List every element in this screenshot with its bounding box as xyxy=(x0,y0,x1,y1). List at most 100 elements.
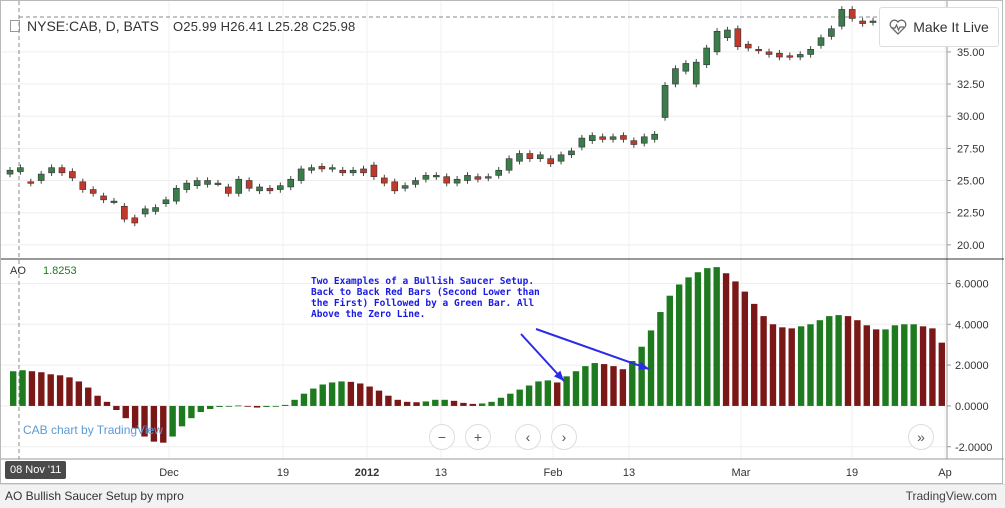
chart-settings-icon[interactable] xyxy=(10,20,20,32)
candle-body xyxy=(557,154,565,162)
ao-bar xyxy=(629,361,636,406)
ao-bar xyxy=(460,402,467,406)
ao-bar xyxy=(413,402,420,406)
ao-bar xyxy=(741,291,749,406)
candle-body xyxy=(256,186,263,192)
candle-body xyxy=(526,153,534,159)
candle-body xyxy=(152,207,159,212)
ao-bar xyxy=(544,380,552,406)
candle-body xyxy=(630,140,638,145)
ao-bar xyxy=(282,404,289,406)
chevron-left-icon: ‹ xyxy=(525,429,531,445)
candle-body xyxy=(848,9,856,19)
ao-bar xyxy=(479,403,486,406)
candle-body xyxy=(110,200,118,203)
candle-body xyxy=(131,217,139,224)
candle-body xyxy=(318,166,326,170)
price-tick-label: 27.50 xyxy=(957,143,985,155)
candle-body xyxy=(349,169,357,174)
ao-bar xyxy=(497,397,505,406)
price-tick-label: 22.50 xyxy=(957,208,985,220)
candle-body xyxy=(776,52,783,58)
candle-body xyxy=(173,187,180,202)
tradingview-link[interactable]: TradingView.com xyxy=(905,489,997,503)
ao-bar xyxy=(310,388,317,406)
ao-bar xyxy=(160,405,167,443)
candle-body xyxy=(381,177,388,184)
ao-bar xyxy=(591,363,598,406)
scroll-left-button[interactable]: ‹ xyxy=(515,424,541,450)
scroll-right-button[interactable]: › xyxy=(551,424,577,450)
candle-body xyxy=(724,29,731,39)
ao-bar xyxy=(235,405,242,407)
candle-body xyxy=(214,182,222,185)
candle-body xyxy=(89,189,97,194)
ao-bar xyxy=(788,328,795,406)
candle-body xyxy=(734,28,742,48)
ao-bar xyxy=(38,372,45,406)
x-tick-label: 19 xyxy=(846,467,858,479)
annotation-arrow xyxy=(520,333,565,382)
ao-bar xyxy=(863,325,870,406)
watermark-text: CAB chart by TradingView xyxy=(23,423,163,437)
double-chevron-right-icon: » xyxy=(917,429,925,445)
candle-body xyxy=(339,169,347,174)
symbol-label: NYSE:CAB, D, BATS xyxy=(27,18,159,34)
candle-body xyxy=(412,180,419,185)
scroll-to-end-button[interactable]: » xyxy=(908,424,934,450)
chart-canvas[interactable]: 20.00 22.50 25.00 27.50 30.00 32.50 35.00 -2.00… xyxy=(1,1,1004,485)
ao-bar xyxy=(357,383,364,406)
candle-body xyxy=(17,167,24,172)
candle-body xyxy=(235,178,243,194)
candle-body xyxy=(48,167,55,174)
ao-bar xyxy=(657,312,664,406)
candle-body xyxy=(568,150,575,156)
ao-bar xyxy=(572,371,580,406)
candle-body xyxy=(495,169,502,176)
ao-name: AO xyxy=(10,265,26,277)
ao-tick-label: 2.0000 xyxy=(955,360,989,372)
candle-body xyxy=(474,176,482,180)
ao-bar xyxy=(375,390,383,406)
ohlc-values: O25.99 H26.41 L25.28 C25.98 xyxy=(173,18,356,34)
candle-body xyxy=(703,47,710,66)
candle-body xyxy=(121,205,128,220)
ao-bar xyxy=(666,295,673,406)
annotation-arrow xyxy=(535,328,650,370)
ao-bar xyxy=(188,405,195,419)
candle-body xyxy=(277,185,284,190)
candle-body xyxy=(609,136,617,140)
candle-body xyxy=(505,158,513,171)
candle-body xyxy=(6,169,14,175)
zoom-in-button[interactable]: + xyxy=(465,424,491,450)
ao-bar xyxy=(554,382,561,406)
candle-body xyxy=(162,199,170,204)
ao-bar xyxy=(816,320,824,406)
candle-body xyxy=(422,175,430,180)
ao-bar xyxy=(469,403,476,406)
ao-bar xyxy=(319,384,326,406)
zoom-out-button[interactable]: − xyxy=(429,424,455,450)
ao-bar xyxy=(779,327,786,406)
price-tick-label: 25.00 xyxy=(957,176,985,188)
ao-bar xyxy=(807,324,814,406)
candle-body xyxy=(433,175,440,178)
ao-bar xyxy=(929,328,936,406)
make-it-live-button[interactable]: Make It Live xyxy=(879,7,999,47)
chevron-right-icon: › xyxy=(561,429,567,445)
candle-body xyxy=(204,180,211,185)
ao-bar xyxy=(910,324,917,406)
ao-bar xyxy=(919,326,927,406)
candle-body xyxy=(599,136,606,140)
candle-body xyxy=(27,181,35,184)
ao-bar xyxy=(882,329,889,406)
candle-body xyxy=(329,167,336,170)
ao-tick-label: 6.0000 xyxy=(955,278,989,290)
ao-bar xyxy=(122,405,129,419)
price-tick-label: 35.00 xyxy=(957,47,985,59)
ao-tick-label: -2.0000 xyxy=(955,442,992,454)
x-tick-label: 2012 xyxy=(355,467,379,479)
candle-body xyxy=(620,135,627,140)
ao-bar xyxy=(441,399,448,406)
ao-bar xyxy=(178,405,186,427)
